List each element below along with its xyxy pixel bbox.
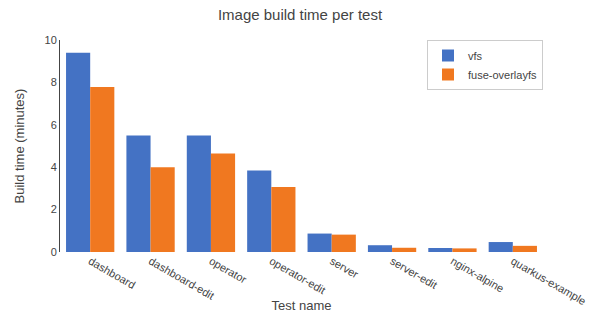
svg-text:server: server <box>328 255 361 281</box>
svg-text:quarkus-example: quarkus-example <box>509 255 588 308</box>
svg-text:10: 10 <box>45 34 57 46</box>
svg-text:vfs: vfs <box>468 50 483 62</box>
svg-text:0: 0 <box>51 246 57 258</box>
svg-text:operator: operator <box>207 255 249 286</box>
svg-text:dashboard-edit: dashboard-edit <box>147 255 217 302</box>
svg-text:fuse-overlayfs: fuse-overlayfs <box>468 69 537 81</box>
svg-text:4: 4 <box>51 161 57 173</box>
svg-text:2: 2 <box>51 203 57 215</box>
svg-text:server-edit: server-edit <box>388 255 439 291</box>
svg-text:Image build time per test: Image build time per test <box>218 6 383 23</box>
svg-text:Test name: Test name <box>272 298 332 313</box>
svg-text:nginx-alpine: nginx-alpine <box>449 255 506 295</box>
svg-text:6: 6 <box>51 119 57 131</box>
svg-text:8: 8 <box>51 76 57 88</box>
svg-text:operator-edit: operator-edit <box>268 255 328 297</box>
svg-text:dashboard: dashboard <box>86 255 137 291</box>
svg-text:Build time (minutes): Build time (minutes) <box>12 89 27 204</box>
